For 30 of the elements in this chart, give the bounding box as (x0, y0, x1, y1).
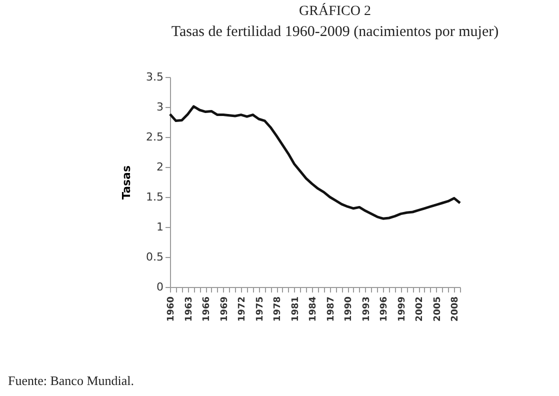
x-tick-label: 1993 (362, 296, 372, 322)
y-tick-label: 0.5 (146, 250, 164, 264)
x-tick-label: 1972 (238, 296, 248, 322)
y-tick-label: 1.5 (146, 190, 164, 204)
x-tick-label: 1975 (255, 296, 266, 322)
y-tick-label: 3 (156, 100, 164, 114)
chart-title: GRÁFICO 2 (299, 2, 371, 19)
x-tick-label: 1999 (397, 296, 408, 322)
x-tick-label: 1990 (344, 296, 354, 322)
x-tick-label: 2008 (450, 296, 461, 322)
y-axis-title: Tasas (120, 165, 134, 200)
chart-subtitle: Tasas de fertilidad 1960-2009 (nacimientos por mujer) (171, 24, 499, 40)
y-tick-label: 2 (156, 160, 164, 174)
x-tick-label: 1966 (202, 296, 212, 322)
x-tick-label: 2002 (415, 296, 426, 322)
x-tick-label: 1981 (290, 296, 301, 322)
y-tick-label: 1 (156, 220, 164, 234)
x-tick-label: 1996 (380, 296, 390, 322)
y-tick-label: 3.5 (146, 70, 164, 84)
x-tick-label: 1969 (220, 296, 230, 322)
x-tick-label: 2005 (432, 296, 443, 322)
x-tick-label: 1984 (308, 296, 319, 322)
x-tick-label: 1987 (326, 296, 336, 322)
y-tick-label: 2.5 (146, 130, 164, 144)
x-tick-label: 1978 (273, 296, 284, 322)
y-tick-label: 0 (156, 280, 164, 294)
x-tick-label: 1963 (184, 296, 194, 322)
line-series (168, 105, 462, 220)
source-note: Fuente: Banco Mundial. (8, 373, 134, 388)
x-tick-label: 1960 (166, 296, 176, 322)
